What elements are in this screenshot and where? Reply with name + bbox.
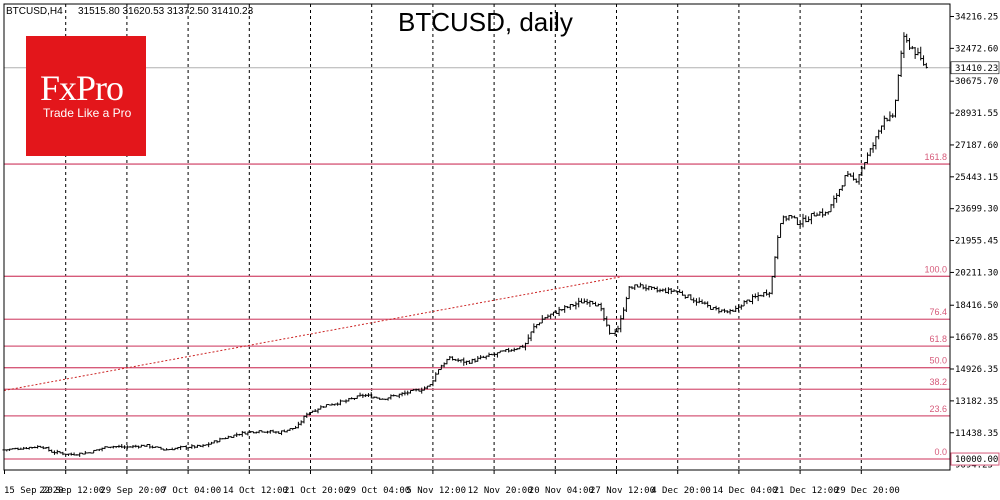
x-tick-label: 14 Dec 04:00: [712, 486, 777, 496]
x-tick-label: 29 Dec 20:00: [835, 486, 900, 496]
fib-level-label: 50.0: [929, 356, 947, 366]
x-tick-label: 7 Oct 04:00: [162, 486, 222, 496]
x-tick-label: 4 Dec 20:00: [651, 486, 711, 496]
level-price-box: [950, 452, 1000, 466]
x-tick-label: 5 Nov 12:00: [406, 486, 466, 496]
x-tick-label: 29 Sep 20:00: [100, 486, 165, 496]
x-tick-label: 21 Oct 20:00: [284, 486, 349, 496]
fib-level-label: 23.6: [929, 404, 947, 414]
x-tick-label: 20 Nov 04:00: [529, 486, 594, 496]
x-tick-label: 27 Nov 12:00: [590, 486, 655, 496]
y-tick-label: 34216.25: [955, 12, 998, 22]
fib-level-label: 100.0: [924, 264, 947, 274]
chart-title: BTCUSD, daily: [398, 7, 573, 37]
y-tick-label: 9694.25: [955, 461, 993, 471]
fib-level-label: 61.8: [929, 334, 947, 344]
logo-name: FxPro: [40, 68, 124, 108]
y-tick-label: 30675.70: [955, 77, 998, 87]
fib-level-label: 0.0: [934, 447, 947, 457]
fib-level-label: 161.8: [924, 152, 947, 162]
y-tick-label: 18416.50: [955, 301, 998, 311]
x-tick-label: 12 Nov 20:00: [468, 486, 533, 496]
fib-level-label: 76.4: [929, 307, 947, 317]
x-tick-label: 29 Oct 04:00: [345, 486, 410, 496]
y-tick-label: 25443.15: [955, 173, 998, 183]
y-tick-label: 20211.30: [955, 268, 998, 278]
fxpro-logo: FxPro Trade Like a Pro: [26, 36, 146, 156]
y-tick-label: 28931.55: [955, 109, 998, 119]
y-tick-label: 32472.60: [955, 44, 998, 54]
current-price-box: [950, 61, 1000, 75]
x-tick-label: 14 Oct 12:00: [223, 486, 288, 496]
y-tick-label: 23699.30: [955, 205, 998, 215]
symbol-label: BTCUSD,H4: [6, 6, 63, 17]
fib-level-label: 38.2: [929, 377, 947, 387]
ohlc-readout: 31515.80 31620.53 31372.50 31410.23: [78, 6, 254, 17]
y-tick-label: 27187.60: [955, 141, 998, 151]
x-tick-label: 15 Sep 2020: [4, 486, 64, 496]
current-price-label: 31410.23: [955, 64, 998, 74]
trendline: [3, 276, 622, 391]
logo-tagline: Trade Like a Pro: [43, 106, 132, 120]
y-tick-label: 21955.45: [955, 237, 998, 247]
y-tick-label: 16670.85: [955, 333, 998, 343]
y-tick-label: 11438.35: [955, 429, 998, 439]
level-price-label: 10000.00: [955, 455, 998, 465]
y-tick-label: 13182.35: [955, 397, 998, 407]
y-tick-label: 14926.35: [955, 365, 998, 375]
x-tick-label: 22 Sep 12:00: [39, 486, 104, 496]
x-tick-label: 21 Dec 12:00: [774, 486, 839, 496]
